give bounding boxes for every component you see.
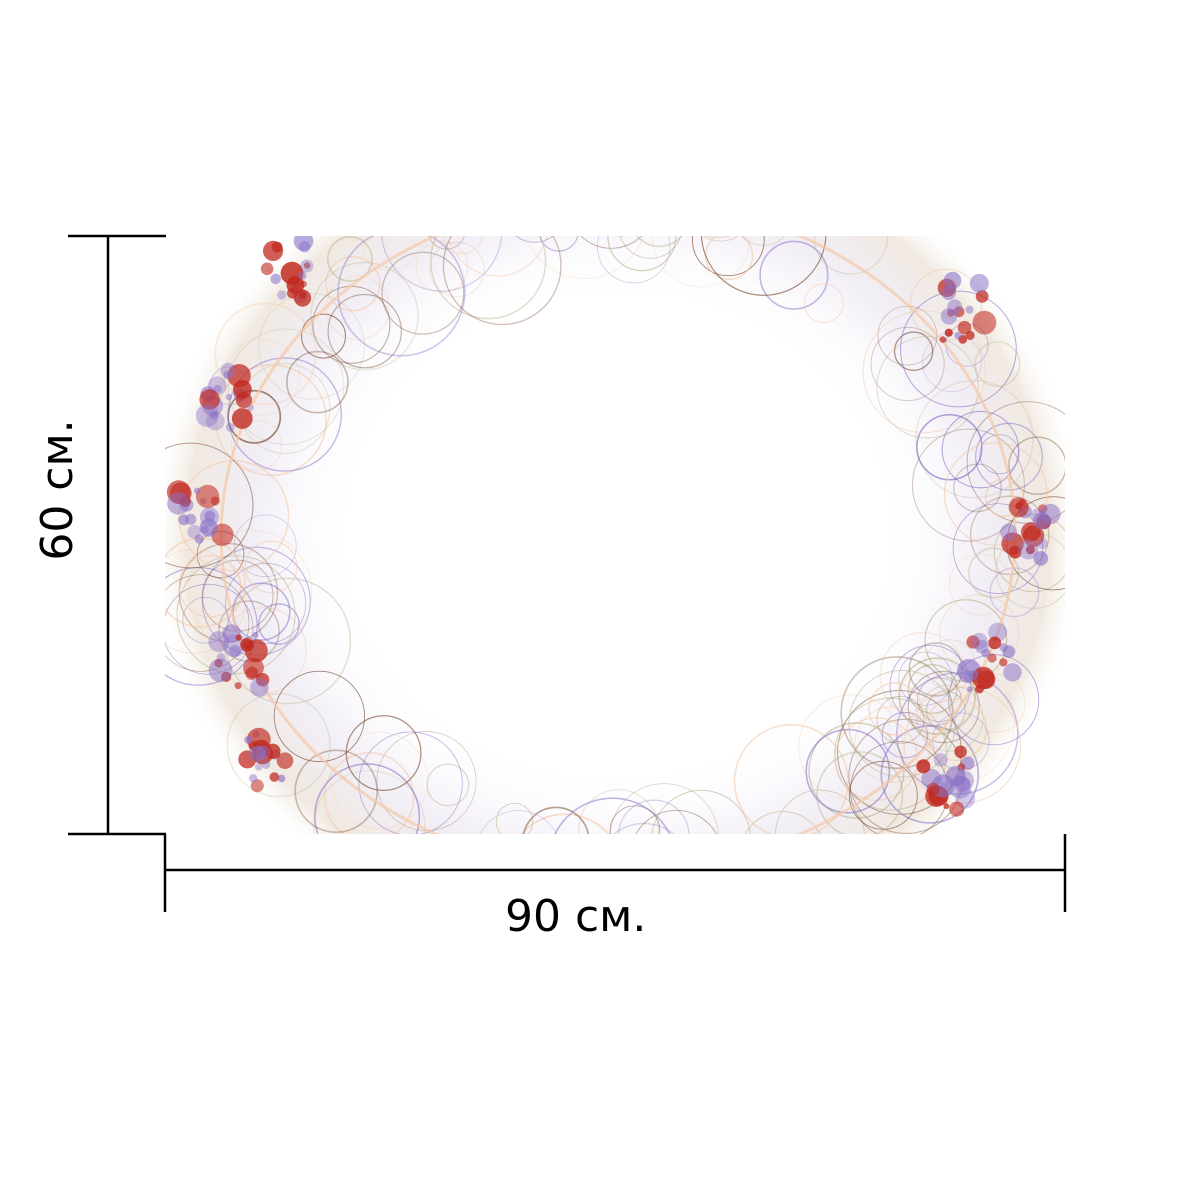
height-dimension-line bbox=[68, 234, 166, 836]
width-label: 90 см. bbox=[505, 891, 647, 942]
width-dimension-line bbox=[163, 834, 1067, 912]
height-label: 60 см. bbox=[32, 419, 83, 561]
fractal-wreath-image bbox=[165, 236, 1065, 834]
